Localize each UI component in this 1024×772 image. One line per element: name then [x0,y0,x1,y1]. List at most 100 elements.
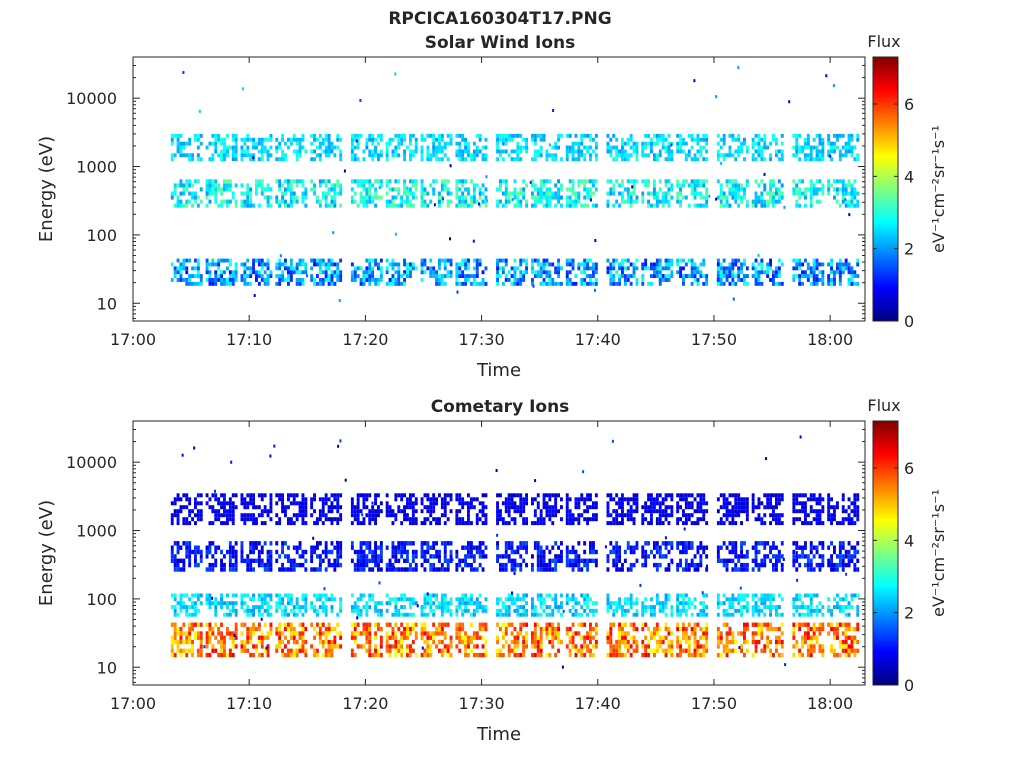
heatmap-cell [267,183,270,187]
heatmap-cell [502,204,505,208]
heatmap-cell [171,142,174,146]
heatmap-cell [270,146,273,150]
heatmap-cell [496,559,499,563]
heatmap-cell [258,270,261,274]
heatmap-cell [511,517,514,521]
heatmap-cell [412,623,415,627]
heatmap-cell [185,649,188,653]
heatmap-cell [351,146,354,150]
heatmap-cell [394,649,397,653]
heatmap-cell [371,134,374,138]
heatmap-cell [275,521,278,525]
heatmap-cell [435,631,438,635]
heatmap-cell [182,153,185,157]
heatmap-cell [848,278,851,282]
heatmap-cell [400,653,403,657]
heatmap-cell [322,513,325,517]
heatmap-cell [458,597,461,601]
heatmap-cell [302,270,305,274]
heatmap-cell [296,138,299,142]
heatmap-cell [293,192,296,196]
heatmap-cell [235,183,238,187]
heatmap-cell [548,204,551,208]
heatmap-cell [589,259,592,263]
heatmap-cell [409,521,412,525]
heatmap-cell [531,501,534,505]
heatmap-cell [577,142,580,146]
heatmap-cell [461,497,464,501]
heatmap-cell [380,554,383,558]
figure-title: RPCICA160304T17.PNG [388,9,611,29]
heatmap-cell [511,134,514,138]
heatmap-cell [496,204,499,208]
heatmap-cell [630,134,633,138]
heatmap-cell [249,513,252,517]
heatmap-cell [188,550,191,554]
heatmap-cell [351,278,354,282]
heatmap-cell [331,594,334,598]
heatmap-cell [479,627,482,631]
heatmap-cell [461,274,464,278]
heatmap-cell [365,505,368,509]
heatmap-cell [798,192,801,196]
heatmap-cell [357,505,360,509]
heatmap-cell [458,200,461,204]
heatmap-cell [432,497,435,501]
heatmap-cell [284,192,287,196]
heatmap-cell [287,594,290,598]
heatmap-cell [438,521,441,525]
heatmap-cell [180,278,183,282]
heatmap-cell [252,497,255,501]
heatmap-cell [403,509,406,513]
heatmap-cell [243,521,246,525]
heatmap-cell [461,138,464,142]
heatmap-cell [217,134,220,138]
heatmap-cell [261,640,264,644]
heatmap-cell [304,204,307,208]
heatmap-cell [589,649,592,653]
heatmap-cell [848,146,851,150]
heatmap-cell [258,597,261,601]
heatmap-cell [455,609,458,613]
heatmap-cell [705,200,708,204]
heatmap-cell [270,138,273,142]
heatmap-cell [319,627,322,631]
heatmap-cell [278,521,281,525]
heatmap-cell [441,134,444,138]
heatmap-cell [235,644,238,648]
heatmap-cell [534,521,537,525]
heatmap-cell [496,157,499,161]
heatmap-cell [365,200,368,204]
heatmap-cell [174,187,177,191]
heatmap-cell [316,200,319,204]
heatmap-cell [816,263,819,267]
heatmap-cell [252,594,255,598]
heatmap-cell [624,259,627,263]
heatmap-cell [543,179,546,183]
heatmap-cell [313,157,316,161]
heatmap-cell [258,274,261,278]
heatmap-cell [223,636,226,640]
heatmap-cell [631,185,633,188]
heatmap-cell [551,509,554,513]
heatmap-cell [296,196,299,200]
heatmap-cell [217,204,220,208]
heatmap-cell [188,509,191,513]
heatmap-cell [270,563,273,567]
heatmap-cell [519,497,522,501]
heatmap-cell [322,631,325,635]
heatmap-cell [496,274,499,278]
heatmap-cell [255,546,258,550]
heatmap-cell [856,274,859,278]
heatmap-cell [734,187,737,191]
heatmap-cell [508,559,511,563]
heatmap-cell [412,559,415,563]
heatmap-cell [746,282,749,286]
heatmap-cell [351,196,354,200]
heatmap-cell [572,631,575,635]
heatmap-cell [662,138,665,142]
heatmap-cell [435,157,438,161]
heatmap-cell [595,559,598,563]
heatmap-cell [740,146,743,150]
heatmap-cell [726,266,729,270]
